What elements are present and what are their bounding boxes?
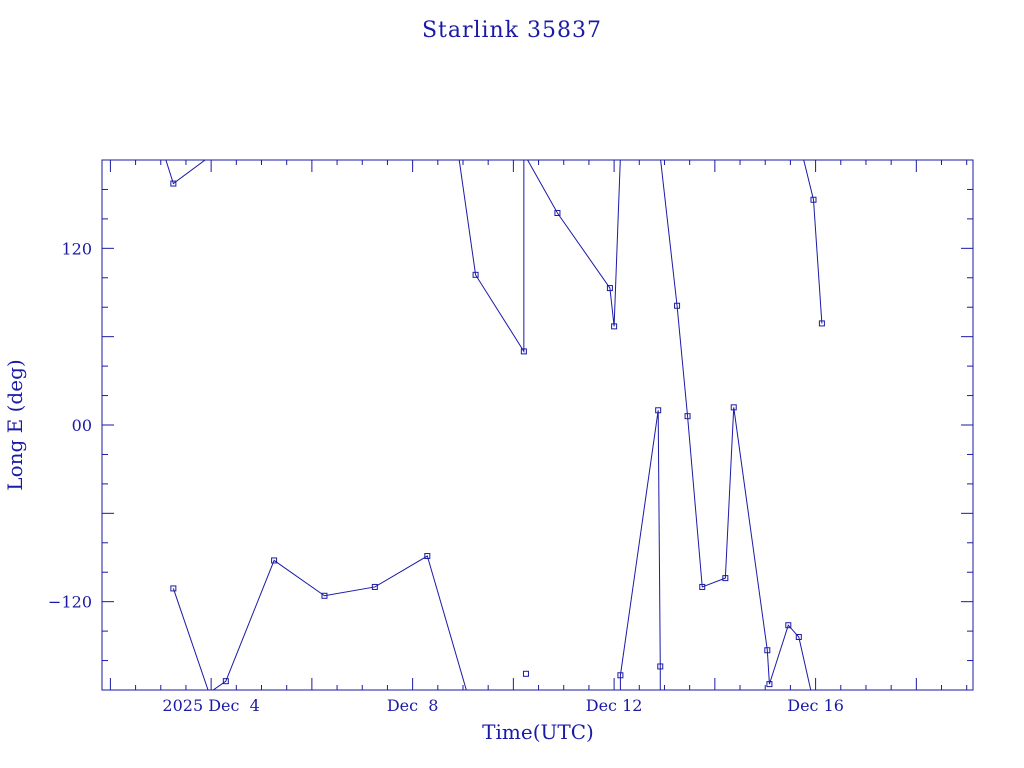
data-point	[810, 196, 817, 203]
data-point	[271, 557, 278, 564]
data-point	[684, 413, 691, 420]
y-tick-label: 00	[72, 416, 92, 435]
data-point	[766, 681, 773, 688]
data-point	[321, 592, 328, 599]
data-point	[785, 622, 792, 629]
y-axis-label: Long E (deg)	[3, 359, 27, 490]
x-tick-label: Dec 16	[787, 696, 844, 715]
data-point	[522, 670, 529, 677]
y-tick-label: −120	[48, 593, 92, 612]
data-point	[617, 672, 624, 679]
data-point	[611, 323, 618, 330]
x-tick-label: 2025 Dec 4	[162, 696, 259, 715]
data-point	[674, 302, 681, 309]
data-point	[730, 404, 737, 411]
x-axis-label: Time(UTC)	[482, 720, 594, 744]
data-point	[657, 663, 664, 670]
data-point	[222, 678, 229, 685]
x-tick-label: Dec 8	[387, 696, 439, 715]
data-point	[371, 583, 378, 590]
chart-title: Starlink 35837	[422, 18, 602, 43]
data-point	[170, 585, 177, 592]
plot-area	[165, 160, 825, 690]
data-point	[722, 575, 729, 582]
data-point	[424, 553, 431, 560]
plot-frame	[101, 159, 974, 691]
data-point	[699, 583, 706, 590]
tick-labels: 2025 Dec 4 Dec 8 Dec 12 Dec 16 120 00 −120	[48, 239, 844, 715]
data-point	[472, 271, 479, 278]
data-point	[818, 320, 825, 327]
data-point	[606, 285, 613, 292]
data-point	[764, 647, 771, 654]
x-tick-label: Dec 12	[586, 696, 643, 715]
data-point	[655, 407, 662, 414]
data-point	[795, 634, 802, 640]
data-point	[170, 180, 177, 187]
data-point	[554, 210, 561, 216]
y-tick-label: 120	[61, 239, 92, 258]
axis-ticks	[102, 159, 973, 691]
series-line	[165, 160, 823, 690]
data-point	[520, 348, 527, 355]
